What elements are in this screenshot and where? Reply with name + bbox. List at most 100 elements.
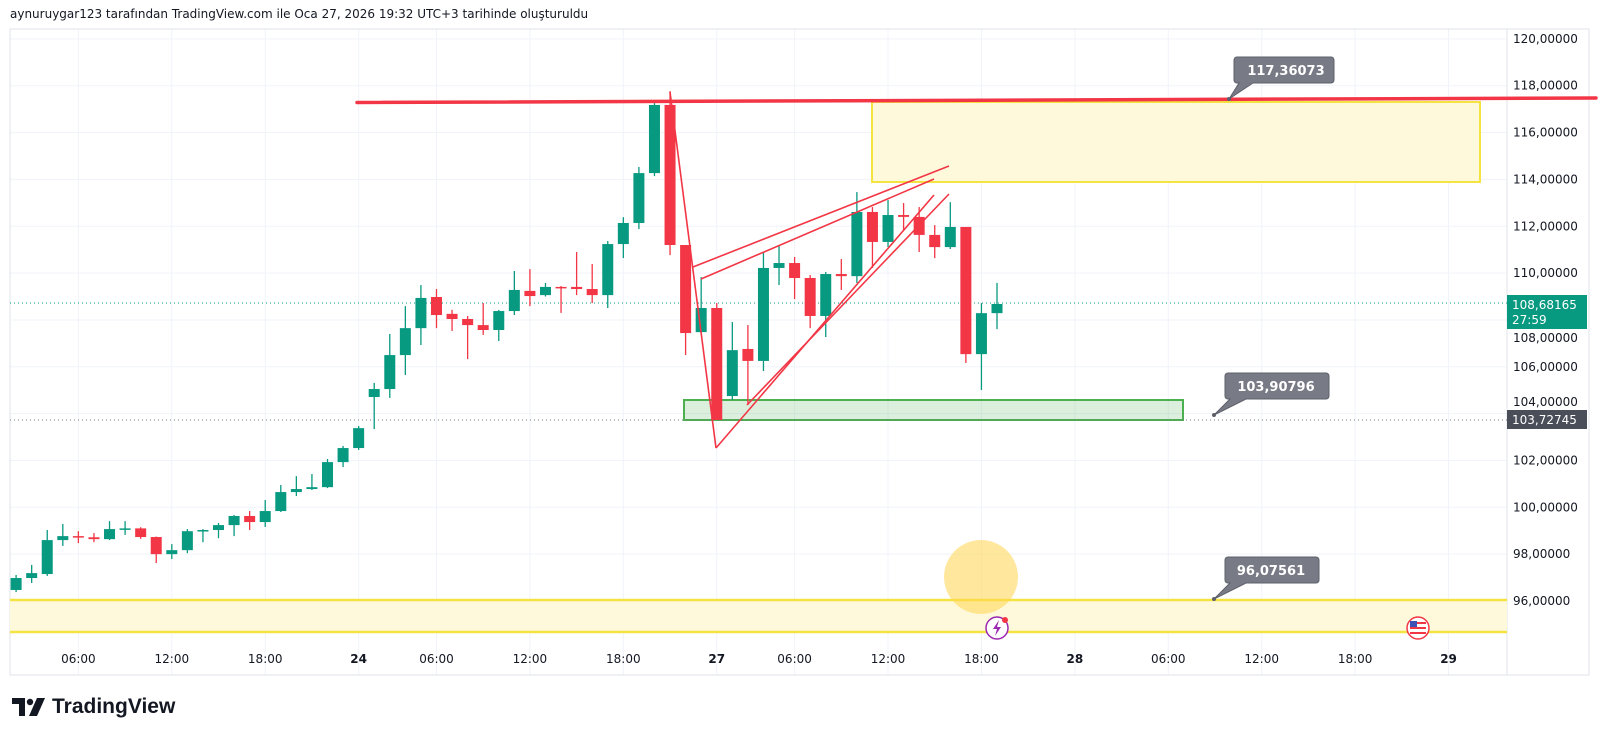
logo-text: TradingView (52, 695, 176, 718)
candle-body (726, 350, 738, 397)
candle-body (571, 286, 583, 290)
candle-body (166, 550, 178, 555)
price-axis[interactable]: 120,00000 118,00000 116,00000 114,00000 112,… (1513, 32, 1578, 608)
candle-body (290, 489, 302, 493)
callout-label: 96,07561 (1237, 564, 1305, 579)
candle-body (150, 537, 162, 555)
candle-body (399, 328, 411, 356)
drop-leg-line[interactable] (669, 91, 717, 449)
lightning-event-icon[interactable] (985, 616, 1009, 640)
wedge-lower-line-1[interactable] (715, 194, 935, 449)
candle-body (944, 226, 956, 248)
chart-frame (9, 28, 1590, 676)
tradingview-logo[interactable]: TradingView (12, 695, 175, 719)
support-zone-box[interactable] (683, 399, 1184, 421)
candle-body (430, 296, 442, 316)
time-tick-label: 06:00 (1151, 652, 1186, 666)
candle-down (462, 315, 474, 360)
callout-box (1213, 372, 1330, 416)
candle-down (72, 531, 84, 544)
callout-support[interactable]: 103,90796 (1212, 372, 1330, 417)
candle-body (244, 515, 256, 523)
candle-body (898, 215, 910, 217)
resistance-line[interactable] (355, 96, 1598, 105)
candle-body (446, 313, 458, 320)
time-axis[interactable]: 06:00 12:00 18:00 24 06:00 12:00 18:00 27 06:00 1… (61, 652, 1457, 666)
candle-down (742, 325, 754, 405)
lower-yellow-zone[interactable] (10, 600, 1507, 632)
candle-body (773, 263, 785, 268)
candle-up (882, 200, 894, 248)
price-tick-label: 116,00000 (1513, 126, 1578, 140)
candle-up (399, 306, 411, 375)
candle-down (866, 207, 878, 268)
candle-up (337, 445, 349, 468)
time-tick-label: 24 (350, 652, 367, 666)
highlight-circle[interactable] (944, 540, 1018, 614)
candle-down (430, 289, 442, 329)
candle-body (135, 528, 147, 538)
candle-up (104, 521, 116, 541)
resistance-zone-box[interactable] (871, 101, 1481, 183)
candle-body (508, 289, 520, 312)
candle-body (10, 578, 22, 590)
candle-body (197, 530, 209, 532)
rising-wedge-drawing[interactable] (669, 91, 950, 449)
time-tick-label: 28 (1067, 652, 1084, 666)
wedge-lower-line-2[interactable] (746, 193, 950, 406)
tradingview-logo-icon (12, 698, 45, 716)
wedge-upper-line-1[interactable] (692, 165, 950, 268)
candle-body (695, 307, 707, 333)
candle-down (446, 309, 458, 331)
price-tick-label: 100,00000 (1513, 500, 1578, 514)
candle-down (804, 274, 816, 329)
candle-up (353, 426, 365, 450)
candle-body (275, 492, 287, 512)
callout-resistance[interactable]: 117,36073 (1227, 56, 1335, 101)
candle-up (617, 217, 629, 259)
price-tick-label: 102,00000 (1513, 453, 1578, 467)
candle-down (524, 269, 536, 307)
candle-up (41, 530, 53, 576)
candle-body (804, 278, 816, 316)
last-price-tag: 108,68165 27:59 (1507, 295, 1587, 329)
candle-body (820, 274, 832, 316)
candle-body (851, 211, 863, 277)
candle-up (851, 192, 863, 283)
candle-up (633, 167, 645, 230)
candle-up (306, 474, 318, 490)
candle-body (493, 311, 505, 331)
candle-down (244, 511, 256, 531)
candle-down (898, 203, 910, 231)
candle-up (991, 282, 1003, 330)
marked-price-value: 103,72745 (1512, 413, 1577, 427)
candle-up (166, 544, 178, 560)
callout-lower-zone[interactable]: 96,07561 (1212, 556, 1320, 601)
candle-up (213, 522, 225, 539)
candle-up (944, 202, 956, 249)
time-tick-label: 18:00 (1338, 652, 1373, 666)
candle-body (524, 290, 536, 297)
wedge-upper-line-2[interactable] (700, 178, 935, 280)
price-tick-label: 106,00000 (1513, 360, 1578, 374)
us-flag-event-icon[interactable] (1406, 616, 1430, 640)
candle-body (929, 234, 941, 248)
candle-up (726, 322, 738, 401)
callout-label: 117,36073 (1247, 64, 1324, 79)
candles (10, 91, 1003, 593)
candle-up (290, 476, 302, 497)
candle-body (322, 462, 333, 488)
candle-up (368, 382, 380, 430)
candle-down (571, 252, 583, 296)
price-tick-label: 96,00000 (1513, 594, 1570, 608)
candle-body (368, 389, 380, 397)
callout-anchor (1212, 413, 1216, 417)
time-tick-label: 18:00 (964, 652, 999, 666)
candle-up (508, 270, 520, 316)
candle-body (477, 325, 489, 331)
candle-down (150, 536, 162, 564)
candle-body (259, 511, 271, 523)
candle-body (26, 573, 38, 579)
callout-box (1213, 556, 1320, 600)
